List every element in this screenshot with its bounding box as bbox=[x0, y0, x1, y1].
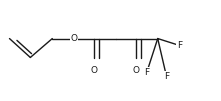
Text: F: F bbox=[164, 72, 169, 81]
Text: O: O bbox=[71, 34, 78, 43]
Text: F: F bbox=[177, 41, 182, 50]
Text: F: F bbox=[144, 68, 149, 77]
Text: O: O bbox=[132, 66, 139, 75]
Text: O: O bbox=[91, 66, 97, 75]
